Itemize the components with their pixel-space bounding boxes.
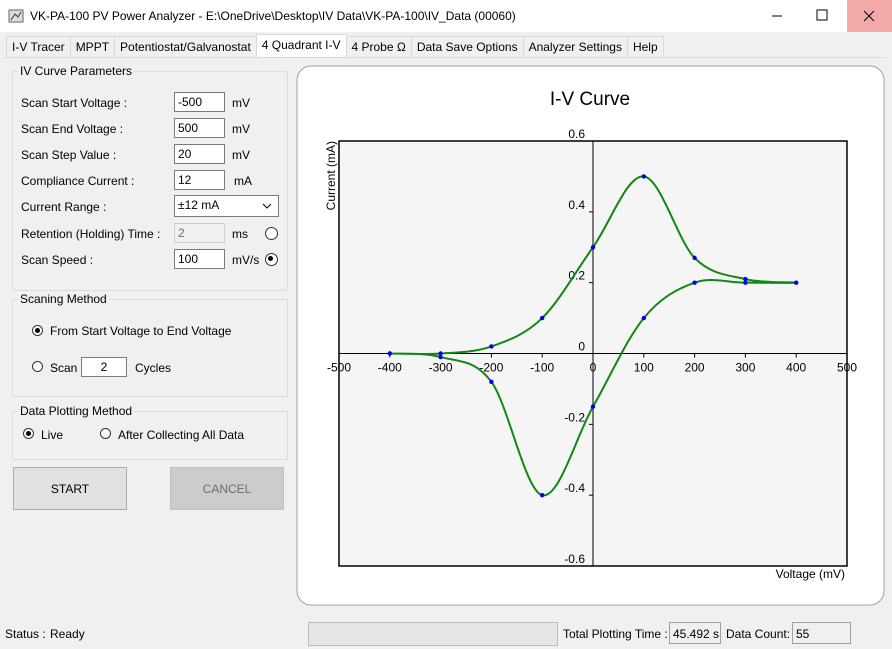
point: [692, 255, 697, 261]
radio[interactable]: [32, 361, 43, 372]
group-title: IV Curve Parameters: [18, 64, 135, 78]
unit-label: mA: [234, 174, 252, 188]
point: [590, 245, 596, 250]
group-title: Data Plotting Method: [18, 404, 135, 418]
field-label: Scan End Voltage :: [21, 122, 124, 136]
window-title: VK-PA-100 PV Power Analyzer - E:\OneDriv…: [30, 9, 516, 23]
point: [438, 351, 443, 356]
point: [590, 404, 596, 409]
cancel-button[interactable]: CANCEL: [170, 467, 284, 510]
time-label: Total Plotting Time :: [563, 627, 668, 641]
tab[interactable]: Analyzer Settings: [522, 36, 628, 57]
y-tick-label: -0.4: [564, 481, 585, 495]
title-bar: VK-PA-100 PV Power Analyzer - E:\OneDriv…: [0, 0, 892, 32]
field-label: Scan Start Voltage :: [21, 96, 128, 110]
point: [692, 280, 697, 285]
y-axis-label: Current (mA): [324, 141, 338, 210]
group-title: Scaning Method: [18, 292, 109, 306]
radio[interactable]: [265, 253, 278, 266]
chart: I-V Curve Current (mA) Voltage (mV) -500…: [296, 65, 885, 606]
x-tick-label: -400: [378, 361, 402, 375]
point: [540, 315, 545, 321]
field-label: Current Range :: [21, 200, 107, 214]
radio[interactable]: [265, 227, 278, 240]
cycles-input[interactable]: 2: [81, 357, 127, 377]
x-tick-label: -300: [429, 361, 453, 375]
point: [489, 344, 494, 349]
start-button[interactable]: START: [13, 467, 127, 510]
radio-label: After Collecting All Data: [118, 428, 245, 442]
y-tick-label: -0.2: [564, 410, 585, 424]
text-input[interactable]: 12: [174, 170, 225, 190]
x-tick-label: 0: [590, 361, 597, 375]
time-value: 45.492 s: [669, 622, 721, 644]
point: [641, 315, 646, 321]
text-input[interactable]: 100: [174, 249, 225, 269]
window-controls[interactable]: [754, 0, 892, 32]
radio[interactable]: [32, 325, 43, 336]
tab[interactable]: Potentiostat/Galvanostat: [114, 36, 257, 57]
text-input[interactable]: -500: [174, 92, 225, 112]
app-icon: [8, 9, 24, 23]
progress-bar: [308, 622, 558, 646]
y-tick-label: 0.6: [568, 127, 585, 141]
field-label: Scan Speed :: [21, 253, 94, 267]
field-label: Compliance Current :: [21, 174, 135, 188]
x-tick-label: -500: [327, 361, 351, 375]
text-input[interactable]: 500: [174, 118, 225, 138]
point: [743, 276, 748, 282]
tab[interactable]: Help: [626, 36, 664, 57]
unit-label: mV: [232, 122, 250, 136]
tab[interactable]: MPPT: [69, 36, 116, 57]
y-tick-label: 0: [578, 340, 585, 354]
x-tick-label: -100: [530, 361, 554, 375]
point: [641, 174, 646, 179]
radio-label: From Start Voltage to End Voltage: [50, 324, 232, 338]
chart-title: I-V Curve: [550, 89, 630, 110]
combo-box[interactable]: ±12 mA: [174, 195, 279, 217]
dropdown-arrow: [262, 203, 272, 209]
x-axis-label: Voltage (mV): [776, 567, 845, 581]
point: [743, 280, 748, 285]
text-input[interactable]: 2: [174, 223, 225, 243]
radio-label: Scan: [50, 361, 78, 375]
group-box: [12, 71, 288, 291]
point: [489, 379, 494, 385]
x-tick-label: 400: [786, 361, 806, 375]
radio[interactable]: [100, 428, 111, 439]
field-label: Scan Step Value :: [21, 148, 117, 162]
tab[interactable]: I-V Tracer: [6, 36, 71, 57]
radio-label: Live: [41, 428, 64, 442]
point: [387, 351, 392, 356]
group-box: [12, 299, 288, 397]
tab[interactable]: Data Save Options: [410, 36, 524, 57]
status-label: Status :: [5, 627, 46, 641]
x-tick-label: 100: [634, 361, 654, 375]
count-label: Data Count:: [726, 627, 791, 641]
status-value: Ready: [50, 627, 85, 641]
count-value: 55: [792, 622, 851, 644]
x-tick-label: 500: [837, 361, 857, 375]
x-tick-label: -200: [479, 361, 503, 375]
tab-strip: I-V Tracer MPPT Potentiostat/Galvanostat 4 …: [6, 34, 664, 58]
unit-label: ms: [232, 227, 248, 241]
text-input[interactable]: 20: [174, 144, 225, 164]
field-label: Retention (Holding) Time :: [21, 227, 161, 241]
y-tick-label: 0.4: [568, 198, 585, 212]
unit-label: mV/s: [232, 253, 260, 267]
x-tick-label: 200: [685, 361, 705, 375]
y-tick-label: -0.6: [564, 552, 585, 566]
unit-label: mV: [232, 148, 250, 162]
point: [438, 354, 443, 360]
unit-label: Cycles: [135, 361, 172, 375]
radio[interactable]: [23, 428, 34, 439]
tab[interactable]: 4 Probe Ω: [345, 36, 412, 57]
x-tick-label: 300: [735, 361, 755, 375]
tab[interactable]: 4 Quadrant I-V: [255, 34, 347, 58]
group-box: [12, 411, 288, 460]
unit-label: mV: [232, 96, 250, 110]
point: [540, 492, 545, 498]
point: [794, 280, 799, 285]
